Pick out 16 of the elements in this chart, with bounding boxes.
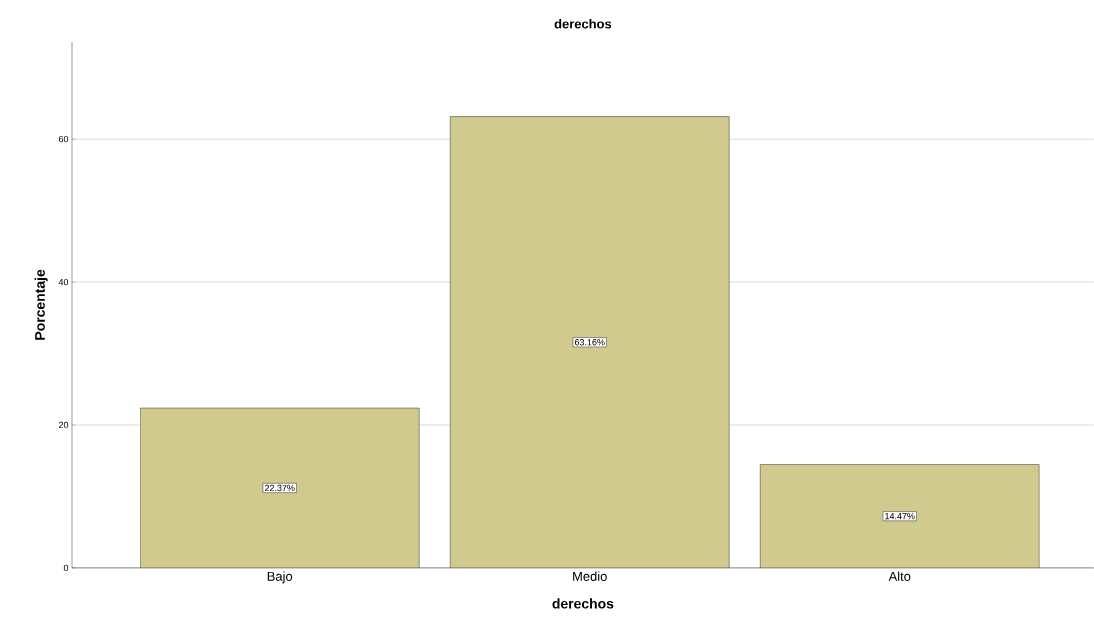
y-tick-label: 40 (58, 278, 69, 286)
x-tick-label: Medio (573, 571, 607, 581)
x-axis-title: derechos (552, 598, 614, 609)
x-tick-label: Alto (888, 571, 911, 581)
bar (450, 116, 730, 568)
bar (760, 464, 1040, 568)
data-label: 22.37% (264, 484, 295, 492)
y-axis-title: Porcentaje (34, 269, 48, 340)
data-label: 14.47% (885, 513, 915, 520)
data-label: 63.16% (574, 339, 605, 346)
chart-title: derechos (554, 19, 612, 29)
y-tick-label: 0 (63, 564, 69, 572)
bar (140, 408, 420, 568)
y-tick-label: 60 (58, 136, 69, 143)
x-tick-label: Bajo (267, 571, 293, 584)
y-tick-label: 20 (58, 421, 69, 429)
